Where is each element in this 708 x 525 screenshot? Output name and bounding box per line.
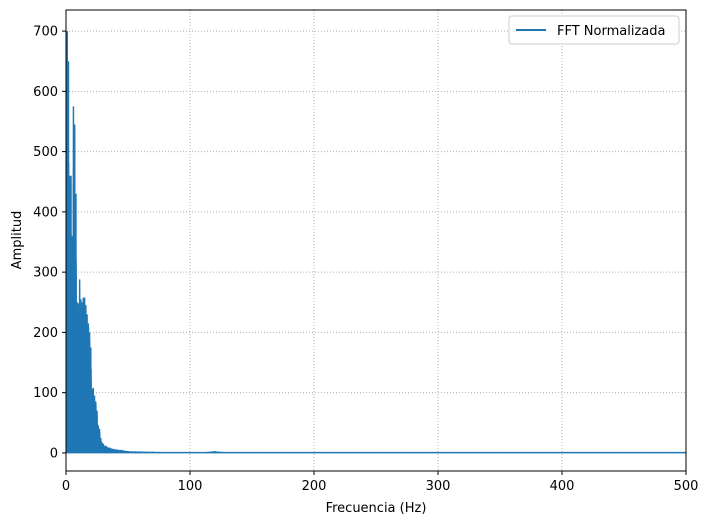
x-axis-ticks: 0 100 200 300 400 500: [62, 471, 699, 494]
y-tick-label: 500: [33, 145, 58, 160]
y-axis-ticks: 0 100 200 300 400 500 600 700: [33, 25, 66, 461]
legend: FFT Normalizada: [508, 15, 680, 45]
series-group: [66, 31, 686, 454]
plot-area: [66, 31, 686, 454]
y-axis-label: Amplitud: [10, 211, 25, 270]
x-tick-label: 200: [302, 479, 327, 494]
y-tick-label: 700: [33, 25, 58, 40]
axes-frame: [65, 9, 687, 472]
x-tick-label: 100: [178, 479, 203, 494]
x-tick-label: 300: [426, 479, 451, 494]
legend-box: [508, 15, 680, 45]
x-axis-label: Frecuencia (Hz): [326, 501, 427, 516]
y-tick-label: 400: [33, 205, 58, 220]
y-tick-label: 600: [33, 85, 58, 100]
y-tick-label: 200: [33, 326, 58, 341]
grid: [65, 10, 687, 471]
y-tick-label: 300: [33, 266, 58, 281]
x-tick-label: 500: [674, 479, 699, 494]
x-tick-label: 0: [62, 479, 70, 494]
y-tick-label: 0: [50, 446, 58, 461]
fft-series-line: [66, 43, 686, 453]
legend-label: FFT Normalizada: [557, 24, 665, 39]
x-tick-label: 400: [550, 479, 575, 494]
y-tick-label: 100: [33, 386, 58, 401]
